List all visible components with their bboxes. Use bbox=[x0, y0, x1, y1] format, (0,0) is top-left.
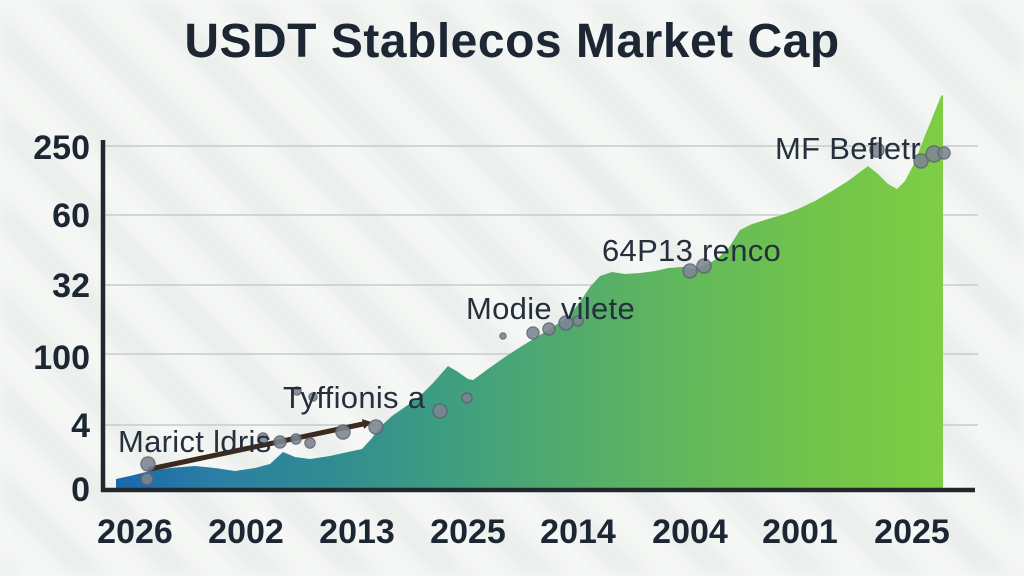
scatter-marker bbox=[937, 146, 951, 160]
scatter-marker bbox=[542, 322, 556, 336]
y-tick-label: 32 bbox=[52, 267, 90, 305]
scatter-marker bbox=[432, 403, 448, 419]
scatter-marker bbox=[292, 386, 302, 396]
scatter-marker bbox=[335, 424, 351, 440]
trendline bbox=[147, 421, 366, 472]
scatter-marker bbox=[273, 435, 287, 449]
scatter-marker bbox=[461, 392, 473, 404]
scatter-marker bbox=[140, 472, 154, 486]
market-cap-area-series bbox=[116, 95, 943, 489]
y-tick-label: 250 bbox=[33, 129, 90, 167]
x-tick-label: 2014 bbox=[540, 513, 616, 551]
y-tick-label: 0 bbox=[71, 471, 90, 509]
scatter-marker bbox=[869, 142, 885, 158]
scatter-marker bbox=[368, 419, 384, 435]
scatter-marker bbox=[572, 315, 584, 327]
annotation-label: 64P13 renco bbox=[602, 233, 782, 268]
x-tick-label: 2025 bbox=[430, 513, 506, 551]
annotation-label: Marict ldris bbox=[118, 424, 272, 459]
annotation-label: MF Befletr bbox=[775, 131, 921, 166]
x-tick-label: 2004 bbox=[652, 513, 728, 551]
x-tick-label: 2001 bbox=[762, 513, 838, 551]
y-tick-label: 4 bbox=[71, 407, 90, 445]
annotation-label: Modie vilete bbox=[466, 291, 636, 326]
x-tick-label: 2002 bbox=[208, 513, 284, 551]
chart-title: USDT Stablecos Market Cap bbox=[184, 15, 840, 68]
scatter-marker bbox=[682, 263, 698, 279]
y-tick-label: 60 bbox=[52, 197, 90, 235]
trendline-arrowhead bbox=[361, 419, 372, 429]
scatter-marker bbox=[290, 433, 302, 445]
scatter-marker bbox=[304, 437, 316, 449]
y-tick-label: 100 bbox=[33, 339, 90, 377]
x-tick-label: 2013 bbox=[319, 513, 395, 551]
x-tick-label: 2025 bbox=[874, 513, 950, 551]
scatter-marker bbox=[696, 258, 712, 274]
scatter-marker bbox=[499, 332, 507, 340]
scatter-marker bbox=[257, 432, 269, 444]
scatter-marker bbox=[140, 456, 156, 472]
scatter-marker bbox=[913, 153, 929, 169]
annotation-label: Tyffionis a bbox=[283, 380, 426, 415]
scatter-marker bbox=[308, 392, 318, 402]
scatter-marker bbox=[526, 326, 540, 340]
x-tick-label: 2026 bbox=[97, 513, 173, 551]
